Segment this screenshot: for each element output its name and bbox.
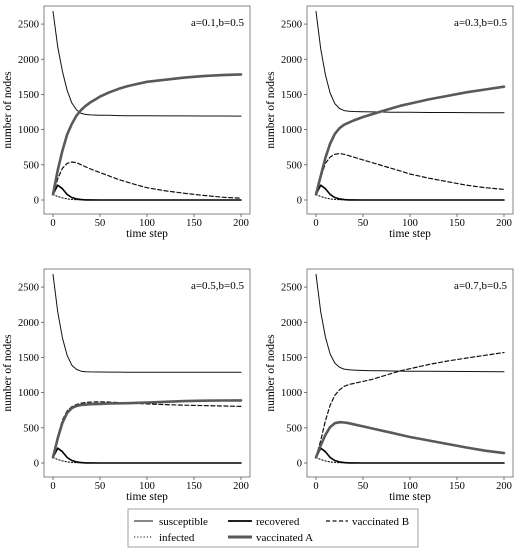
y-tick-label: 0 <box>297 459 302 470</box>
x-tick-label: 200 <box>496 481 512 492</box>
y-tick-label: 2000 <box>18 318 39 329</box>
x-tick-label: 150 <box>186 481 202 492</box>
y-tick-label: 1000 <box>18 388 39 399</box>
x-tick-label: 200 <box>233 218 249 229</box>
panel-2: 0 500 1000 1500 2000 2500 0 50 100 150 200 time ste… <box>265 5 514 240</box>
y-tick-label: 0 <box>34 196 39 207</box>
y-tick-label: 2000 <box>281 318 302 329</box>
series-line-recovered <box>52 184 242 201</box>
y-tick-label: 1000 <box>18 125 39 136</box>
y-tick-label: 2500 <box>18 20 39 31</box>
x-tick-label: 0 <box>50 218 55 229</box>
x-tick-label: 200 <box>496 218 512 229</box>
series-line-vaccinated-b <box>315 351 505 458</box>
plot-frame <box>43 268 251 478</box>
x-tick-label: 0 <box>313 481 318 492</box>
plot-frame <box>306 268 514 478</box>
panel-annotation: a=0.5,b=0.5 <box>191 280 245 292</box>
panel-1: 0 500 1000 1500 2000 2500 0 50 100 150 200 time ste… <box>2 5 251 240</box>
x-tick-label: 100 <box>139 218 155 229</box>
plot-frame <box>43 5 251 215</box>
legend-label-recovered: recovered <box>256 516 300 528</box>
x-axis-label: time step <box>126 491 168 503</box>
panel-4: 0 500 1000 1500 2000 2500 0 50 100 150 200 time ste… <box>265 268 514 503</box>
x-tick-label: 0 <box>50 481 55 492</box>
panel-3: 0 500 1000 1500 2000 2500 0 50 100 150 200 time ste… <box>2 268 251 503</box>
series-line-vaccinated-a <box>314 85 506 196</box>
legend-label-vaccinated-b: vaccinated B <box>352 516 409 528</box>
x-tick-label: 50 <box>358 481 369 492</box>
series-line-vaccinated-a <box>51 399 243 459</box>
series-line-susceptible <box>315 10 505 114</box>
panel-annotation: a=0.1,b=0.5 <box>191 17 245 29</box>
series-line-vaccinated-a <box>51 73 243 196</box>
y-axis-label: number of nodes <box>2 334 14 412</box>
x-tick-label: 50 <box>95 218 106 229</box>
series-line-vaccinated-a <box>314 420 506 459</box>
y-axis-label: number of nodes <box>265 71 277 149</box>
legend-frame <box>127 508 419 548</box>
x-tick-label: 100 <box>402 481 418 492</box>
y-tick-label: 2000 <box>281 55 302 66</box>
y-tick-label: 1000 <box>281 125 302 136</box>
series-line-vaccinated-b <box>52 401 242 458</box>
series-line-vaccinated-b <box>52 161 242 199</box>
x-tick-label: 200 <box>233 481 249 492</box>
x-tick-label: 150 <box>449 218 465 229</box>
series-line-recovered <box>315 447 505 464</box>
y-axis-label: number of nodes <box>265 334 277 412</box>
y-tick-label: 2500 <box>18 283 39 294</box>
y-tick-label: 500 <box>23 423 39 434</box>
x-tick-label: 50 <box>358 218 369 229</box>
x-tick-label: 150 <box>186 218 202 229</box>
series-line-recovered <box>315 184 505 201</box>
y-tick-label: 500 <box>286 160 302 171</box>
x-tick-label: 150 <box>449 481 465 492</box>
x-tick-label: 100 <box>139 481 155 492</box>
y-tick-label: 500 <box>23 160 39 171</box>
y-tick-label: 0 <box>34 459 39 470</box>
legend-label-susceptible: susceptible <box>159 516 208 528</box>
x-axis-label: time step <box>389 491 431 503</box>
y-tick-label: 2500 <box>281 283 302 294</box>
plot-frame <box>306 5 514 215</box>
legend: susceptible infected recovered vaccinate… <box>127 508 419 548</box>
series-line-susceptible <box>315 273 505 373</box>
panel-annotation: a=0.7,b=0.5 <box>454 280 508 292</box>
y-tick-label: 2000 <box>18 55 39 66</box>
series-line-susceptible <box>52 273 242 373</box>
y-tick-label: 1500 <box>281 353 302 364</box>
y-tick-label: 0 <box>297 196 302 207</box>
y-tick-label: 1500 <box>281 90 302 101</box>
x-tick-label: 100 <box>402 218 418 229</box>
series-line-recovered <box>52 447 242 464</box>
y-axis-label: number of nodes <box>2 71 14 149</box>
y-tick-label: 1000 <box>281 388 302 399</box>
y-tick-label: 500 <box>286 423 302 434</box>
legend-label-vaccinated-a: vaccinated A <box>256 532 313 544</box>
x-tick-label: 0 <box>313 218 318 229</box>
legend-label-infected: infected <box>159 532 195 544</box>
x-tick-label: 50 <box>95 481 106 492</box>
panel-annotation: a=0.3,b=0.5 <box>454 17 508 29</box>
x-axis-label: time step <box>389 228 431 240</box>
x-axis-label: time step <box>126 228 168 240</box>
y-tick-label: 2500 <box>281 20 302 31</box>
series-line-susceptible <box>52 10 242 117</box>
y-tick-label: 1500 <box>18 353 39 364</box>
series-line-vaccinated-b <box>315 153 505 195</box>
y-tick-label: 1500 <box>18 90 39 101</box>
